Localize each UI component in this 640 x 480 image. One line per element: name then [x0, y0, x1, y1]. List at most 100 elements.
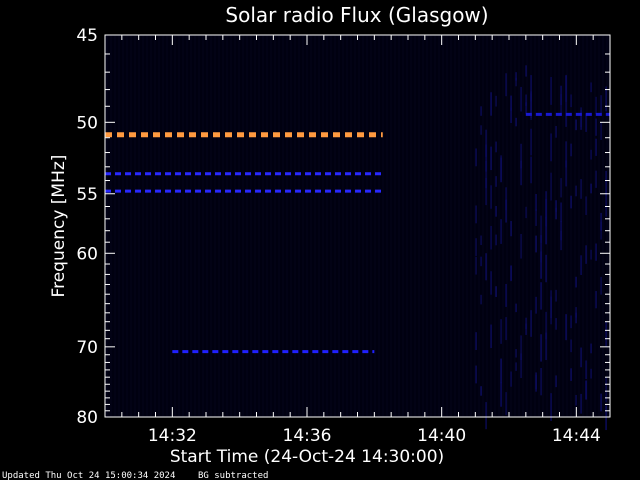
noise-streak	[495, 176, 497, 187]
noise-streak	[505, 199, 507, 223]
noise-streak	[510, 221, 512, 237]
noise-streak	[525, 317, 527, 329]
noise-streak	[515, 77, 517, 87]
noise-streak	[475, 365, 477, 384]
noise-streak	[540, 251, 542, 279]
noise-streak	[530, 128, 532, 156]
noise-streak	[605, 321, 607, 347]
noise-streak	[490, 324, 492, 348]
noise-streak	[500, 219, 502, 244]
noise-streak	[585, 113, 587, 132]
noise-streak	[520, 160, 522, 186]
noise-streak	[480, 106, 482, 116]
noise-streak	[535, 209, 537, 226]
noise-streak	[485, 129, 487, 157]
noise-streak	[520, 86, 522, 112]
noise-streak	[535, 194, 537, 211]
background-note: BG subtracted	[198, 471, 268, 480]
noise-streak	[520, 335, 522, 360]
noise-streak	[565, 74, 567, 101]
noise-streak	[505, 73, 507, 97]
noise-streak	[605, 377, 607, 403]
noise-streak	[590, 183, 592, 194]
noise-streak	[485, 253, 487, 281]
noise-streak	[510, 265, 512, 282]
noise-streak	[540, 282, 542, 310]
updated-timestamp: Updated Thu Oct 24 15:00:34 2024	[2, 471, 175, 480]
noise-streak	[525, 102, 527, 114]
spectrogram-features	[105, 112, 610, 354]
noise-streak	[510, 107, 512, 123]
noise-streak	[525, 323, 527, 335]
noise-streak	[595, 138, 597, 156]
noise-streak	[565, 160, 567, 187]
noise-streak	[545, 254, 547, 283]
noise-streak	[555, 200, 557, 212]
noise-streak	[485, 161, 487, 189]
noise-streak	[475, 238, 477, 256]
noise-streak	[560, 202, 562, 222]
noise-streak	[515, 72, 517, 81]
noise-streak	[590, 249, 592, 260]
noise-streak	[510, 371, 512, 387]
noise-streak	[475, 256, 477, 275]
noise-streak	[545, 332, 547, 361]
noise-streak	[575, 307, 577, 318]
noise-streak	[515, 303, 517, 313]
noise-streak	[605, 405, 607, 431]
noise-streak	[535, 235, 537, 253]
noise-streak	[485, 144, 487, 172]
noise-streak	[575, 312, 577, 324]
noise-streak	[540, 334, 542, 362]
noise-streak	[600, 393, 602, 412]
noise-streak	[495, 205, 497, 217]
x-tick-label: 14:44	[552, 426, 601, 446]
noise-streak	[555, 126, 557, 138]
noise-streak	[550, 172, 552, 201]
x-tick-label: 14:40	[417, 426, 466, 446]
noise-streak	[525, 206, 527, 219]
y-tick-label: 55	[76, 185, 98, 205]
x-tick-label: 14:36	[283, 426, 332, 446]
noise-streak	[580, 347, 582, 368]
noise-streak	[595, 291, 597, 309]
noise-streak	[575, 119, 577, 131]
x-axis: 14:32 14:36 14:40 14:44	[104, 35, 611, 446]
noise-streak	[570, 339, 572, 353]
noise-streak	[595, 118, 597, 136]
noise-streak	[555, 207, 557, 220]
noise-streak	[550, 296, 552, 325]
noise-streak	[545, 216, 547, 245]
noise-streak	[575, 276, 577, 288]
noise-streak	[535, 296, 537, 314]
noise-streak	[580, 107, 582, 128]
noise-streak	[555, 375, 557, 388]
noise-streak	[585, 245, 587, 264]
noise-streak	[505, 187, 507, 211]
noise-streak	[495, 286, 497, 297]
noise-streak	[495, 234, 497, 246]
noise-streak	[605, 191, 607, 217]
noise-streak	[490, 225, 492, 250]
noise-streak	[570, 195, 572, 209]
x-tick-label: 14:32	[148, 426, 197, 446]
noise-streak	[570, 143, 572, 157]
x-axis-title: Start Time (24-Oct-24 14:30:00)	[170, 447, 444, 467]
noise-streak	[600, 212, 602, 231]
noise-streak	[490, 92, 492, 116]
noise-streak	[500, 319, 502, 344]
noise-streak	[530, 93, 532, 120]
noise-streak	[600, 276, 602, 295]
noise-streak	[570, 368, 572, 381]
y-tick-label: 45	[76, 26, 98, 46]
noise-streak	[540, 235, 542, 263]
noise-streak	[545, 311, 547, 340]
noise-streak	[580, 179, 582, 199]
y-axis: 45 50 55 60 70 80	[76, 26, 610, 428]
noise-streak	[480, 386, 482, 396]
noise-streak	[560, 230, 562, 251]
chart-title: Solar radio Flux (Glasgow)	[225, 3, 488, 27]
y-tick-label: 60	[76, 244, 98, 264]
noise-streak	[510, 95, 512, 111]
noise-streak	[505, 392, 507, 416]
